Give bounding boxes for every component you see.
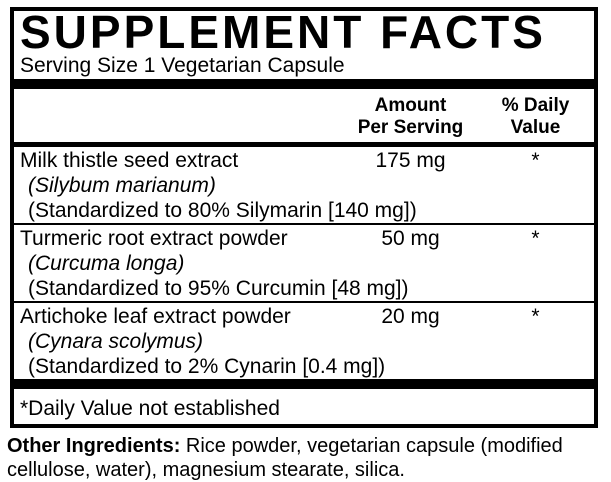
ingredient-daily-value: *	[531, 305, 540, 328]
column-header-amount-line2: Per Serving	[357, 117, 464, 138]
column-header-amount-line1: Amount	[374, 95, 447, 116]
ingredient-name: Artichoke leaf extract powder	[20, 305, 291, 328]
column-header-daily-value: % Daily Value	[483, 95, 588, 139]
ingredient-latin-name: (Curcuma longa)	[28, 252, 185, 275]
ingredient-amount: 50 mg	[381, 227, 440, 250]
ingredient-daily-value: *	[531, 227, 540, 250]
column-header-amount: Amount Per Serving	[338, 95, 483, 139]
ingredient-name: Milk thistle seed extract	[20, 149, 239, 172]
column-header-daily-value-line2: Value	[510, 117, 561, 138]
ingredient-latin-name: (Silybum marianum)	[28, 174, 216, 197]
column-header-daily-value-line1: % Daily	[501, 95, 570, 116]
ingredient-amount: 175 mg	[375, 149, 446, 172]
supplement-facts-panel: SUPPLEMENT FACTS Serving Size 1 Vegetari…	[10, 7, 598, 428]
row-divider	[14, 301, 594, 303]
divider-medium-header	[14, 142, 594, 147]
ingredient-daily-value: *	[531, 149, 540, 172]
column-header-spacer	[20, 95, 338, 139]
divider-thick-bottom	[14, 379, 594, 389]
panel-title: SUPPLEMENT FACTS	[20, 12, 546, 52]
ingredient-main-line: Turmeric root extract powder 50 mg *	[20, 227, 588, 251]
ingredient-main-line: Artichoke leaf extract powder 20 mg *	[20, 305, 588, 329]
ingredient-standardization: (Standardized to 80% Silymarin [140 mg])	[28, 199, 417, 222]
ingredient-latin-name: (Cynara scolymus)	[28, 330, 204, 353]
ingredient-name: Turmeric root extract powder	[20, 227, 288, 250]
column-headers: Amount Per Serving % Daily Value	[20, 92, 588, 142]
ingredient-row-artichoke: Artichoke leaf extract powder 20 mg * (C…	[20, 303, 588, 379]
ingredient-row-turmeric: Turmeric root extract powder 50 mg * (Cu…	[20, 225, 588, 301]
ingredient-main-line: Milk thistle seed extract 175 mg *	[20, 149, 588, 173]
ingredient-amount: 20 mg	[381, 305, 440, 328]
other-ingredients-text: Rice powder, vegetarian capsule (modifie…	[7, 435, 563, 481]
other-ingredients: Other Ingredients: Rice powder, vegetari…	[7, 434, 605, 482]
divider-thick-top	[14, 79, 594, 89]
daily-value-footnote: *Daily Value not established	[20, 397, 280, 420]
serving-size: Serving Size 1 Vegetarian Capsule	[20, 54, 345, 77]
ingredient-row-milk-thistle: Milk thistle seed extract 175 mg * (Sily…	[20, 147, 588, 223]
ingredient-standardization: (Standardized to 2% Cynarin [0.4 mg])	[28, 355, 386, 378]
other-ingredients-label: Other Ingredients:	[7, 435, 181, 457]
row-divider	[14, 223, 594, 225]
ingredient-standardization: (Standardized to 95% Curcumin [48 mg])	[28, 277, 409, 300]
